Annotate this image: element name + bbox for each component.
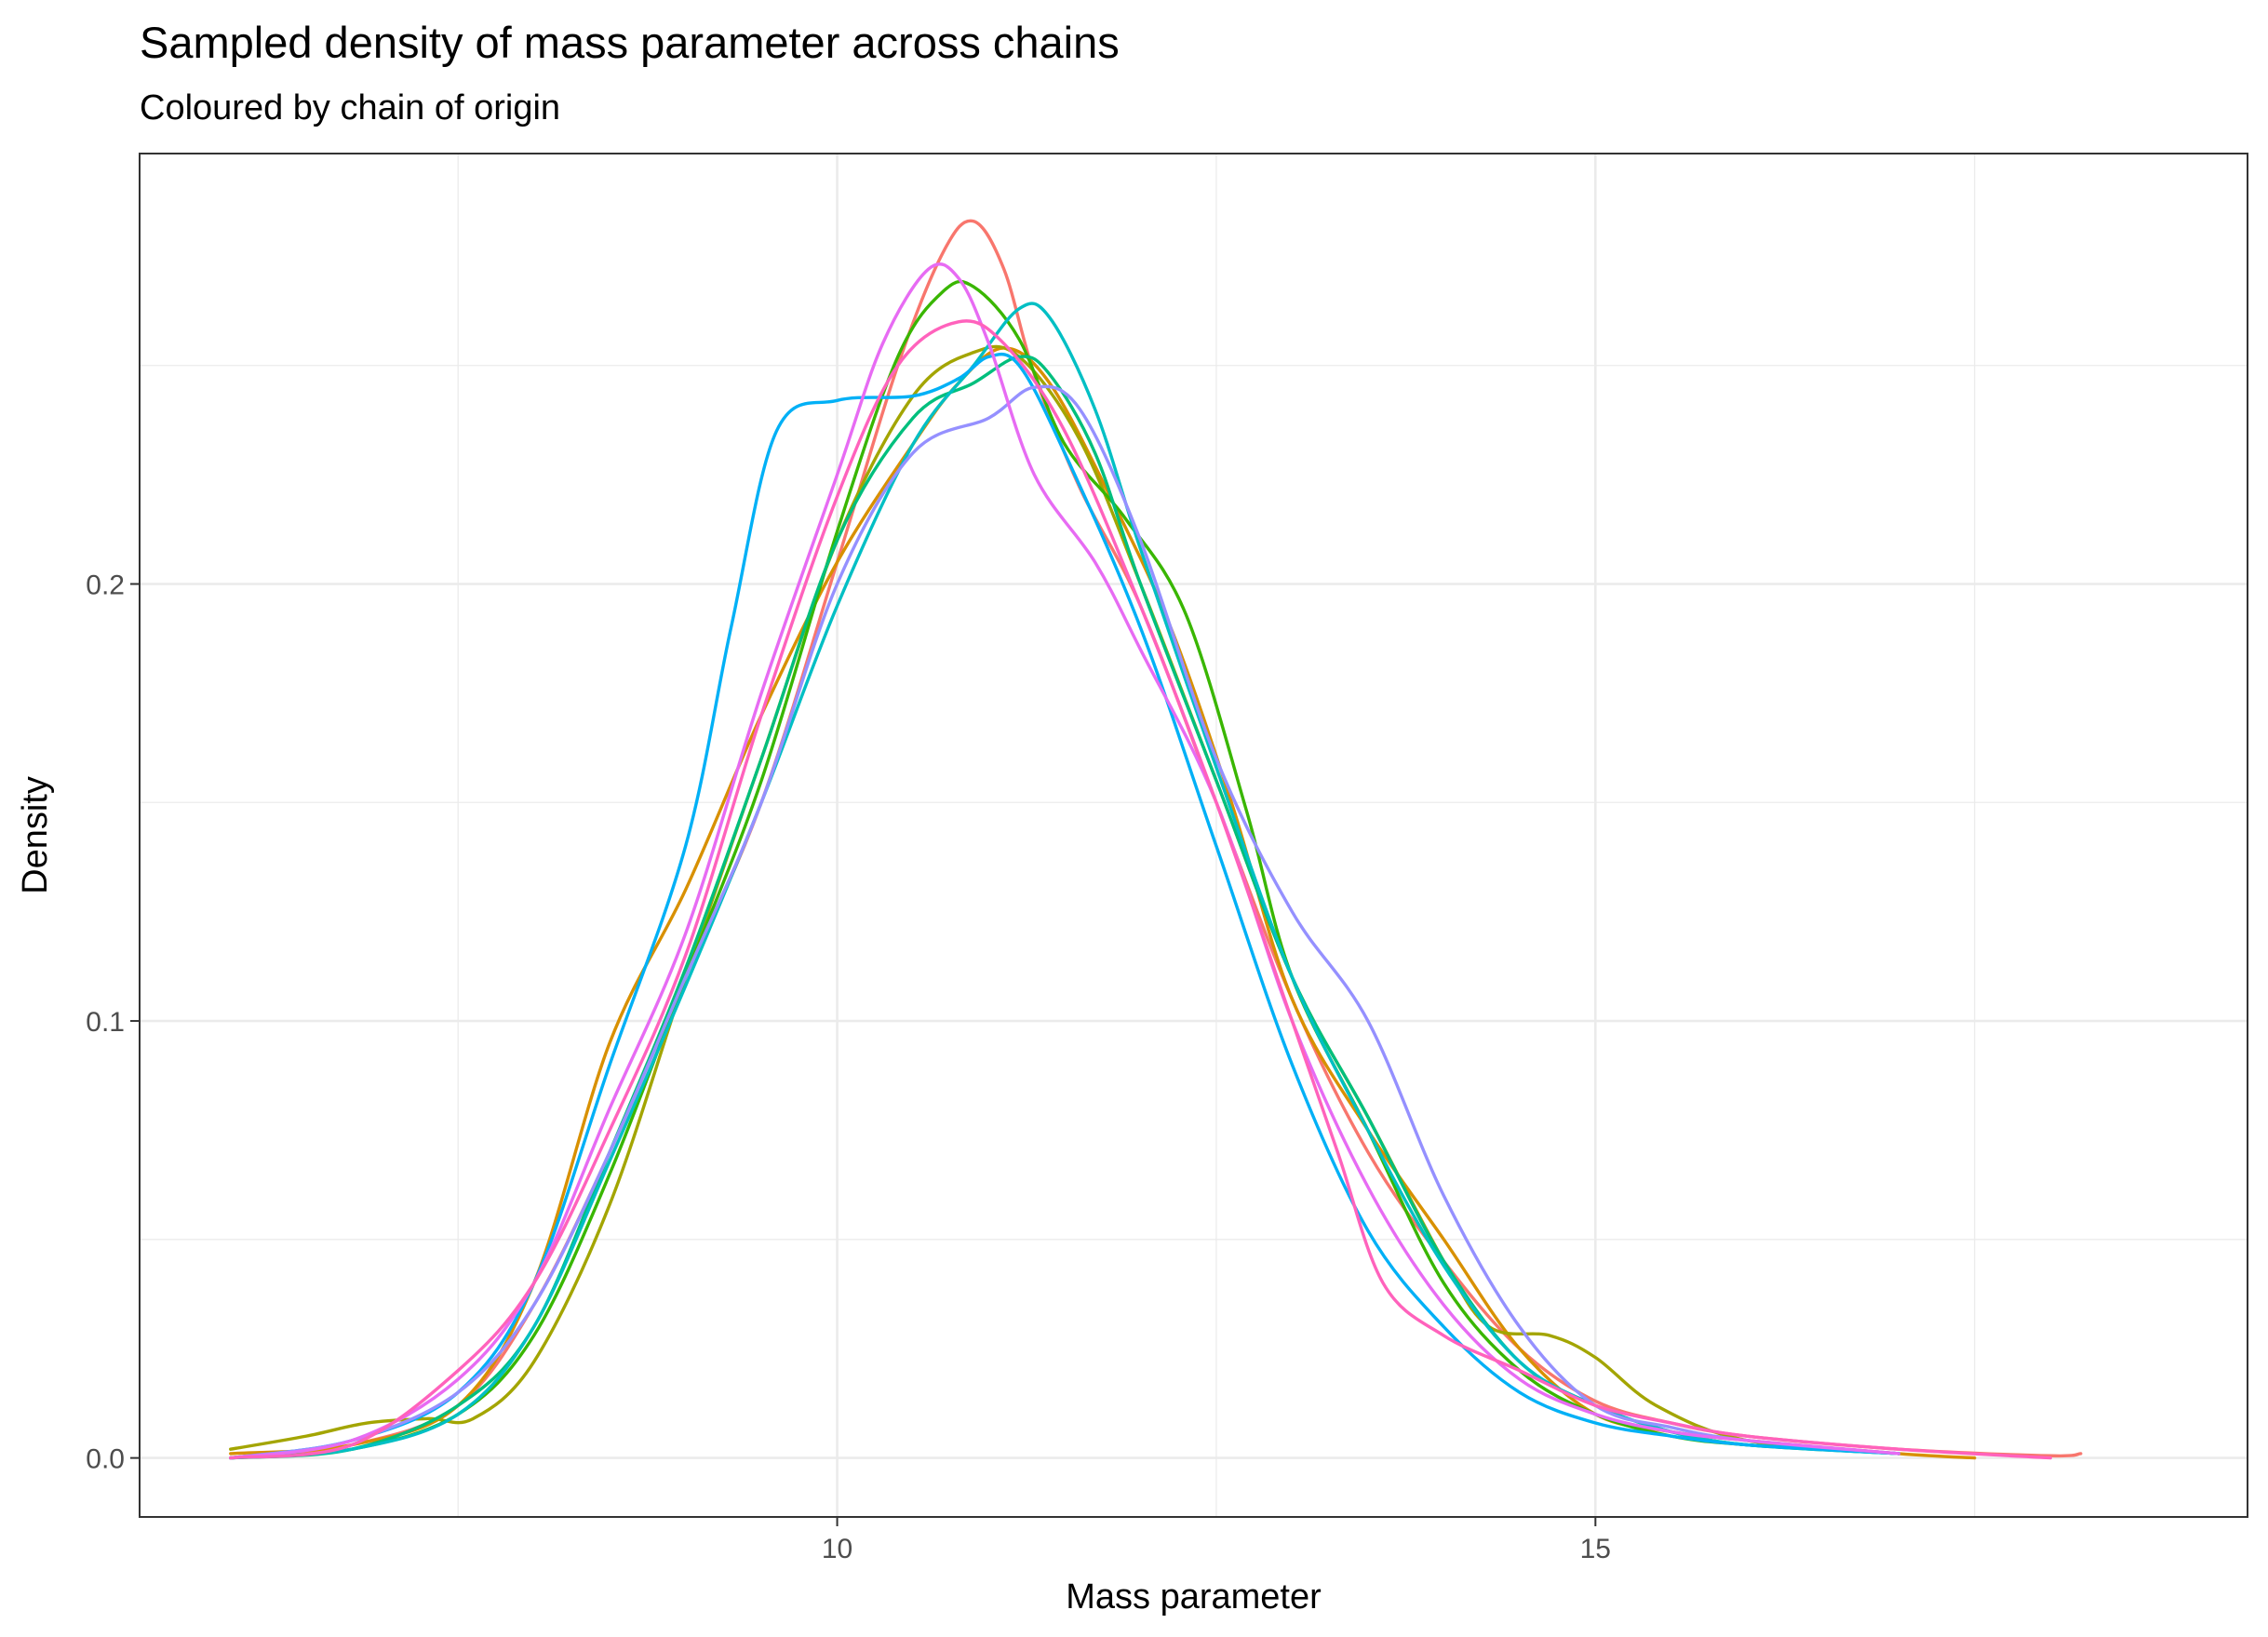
y-axis-title: Density — [16, 776, 55, 894]
series-line-6 — [229, 302, 1900, 1460]
y-tick-label: 0.0 — [86, 1444, 125, 1475]
series-line-3 — [229, 344, 1900, 1456]
x-axis-title: Mass parameter — [1066, 1577, 1322, 1617]
x-tick-label: 15 — [1580, 1534, 1611, 1564]
series-line-2 — [229, 346, 1977, 1460]
axes: 10 15 0.0 0.1 0.2 — [86, 570, 1611, 1564]
series-line-8 — [229, 384, 1900, 1460]
x-tick-label: 10 — [822, 1534, 852, 1564]
grid-lines — [140, 154, 2248, 1517]
series-line-4 — [229, 279, 1900, 1460]
series-lines — [229, 219, 2083, 1460]
panel-border — [139, 153, 2248, 1518]
series-line-10 — [229, 319, 2052, 1460]
chart-subtitle: Coloured by chain of origin — [140, 88, 560, 127]
series-line-1 — [229, 219, 2083, 1460]
y-tick-label: 0.2 — [86, 570, 125, 601]
chart-title: Sampled density of mass parameter across… — [140, 18, 1120, 67]
series-line-7 — [229, 353, 1900, 1460]
y-tick-label: 0.1 — [86, 1007, 125, 1038]
